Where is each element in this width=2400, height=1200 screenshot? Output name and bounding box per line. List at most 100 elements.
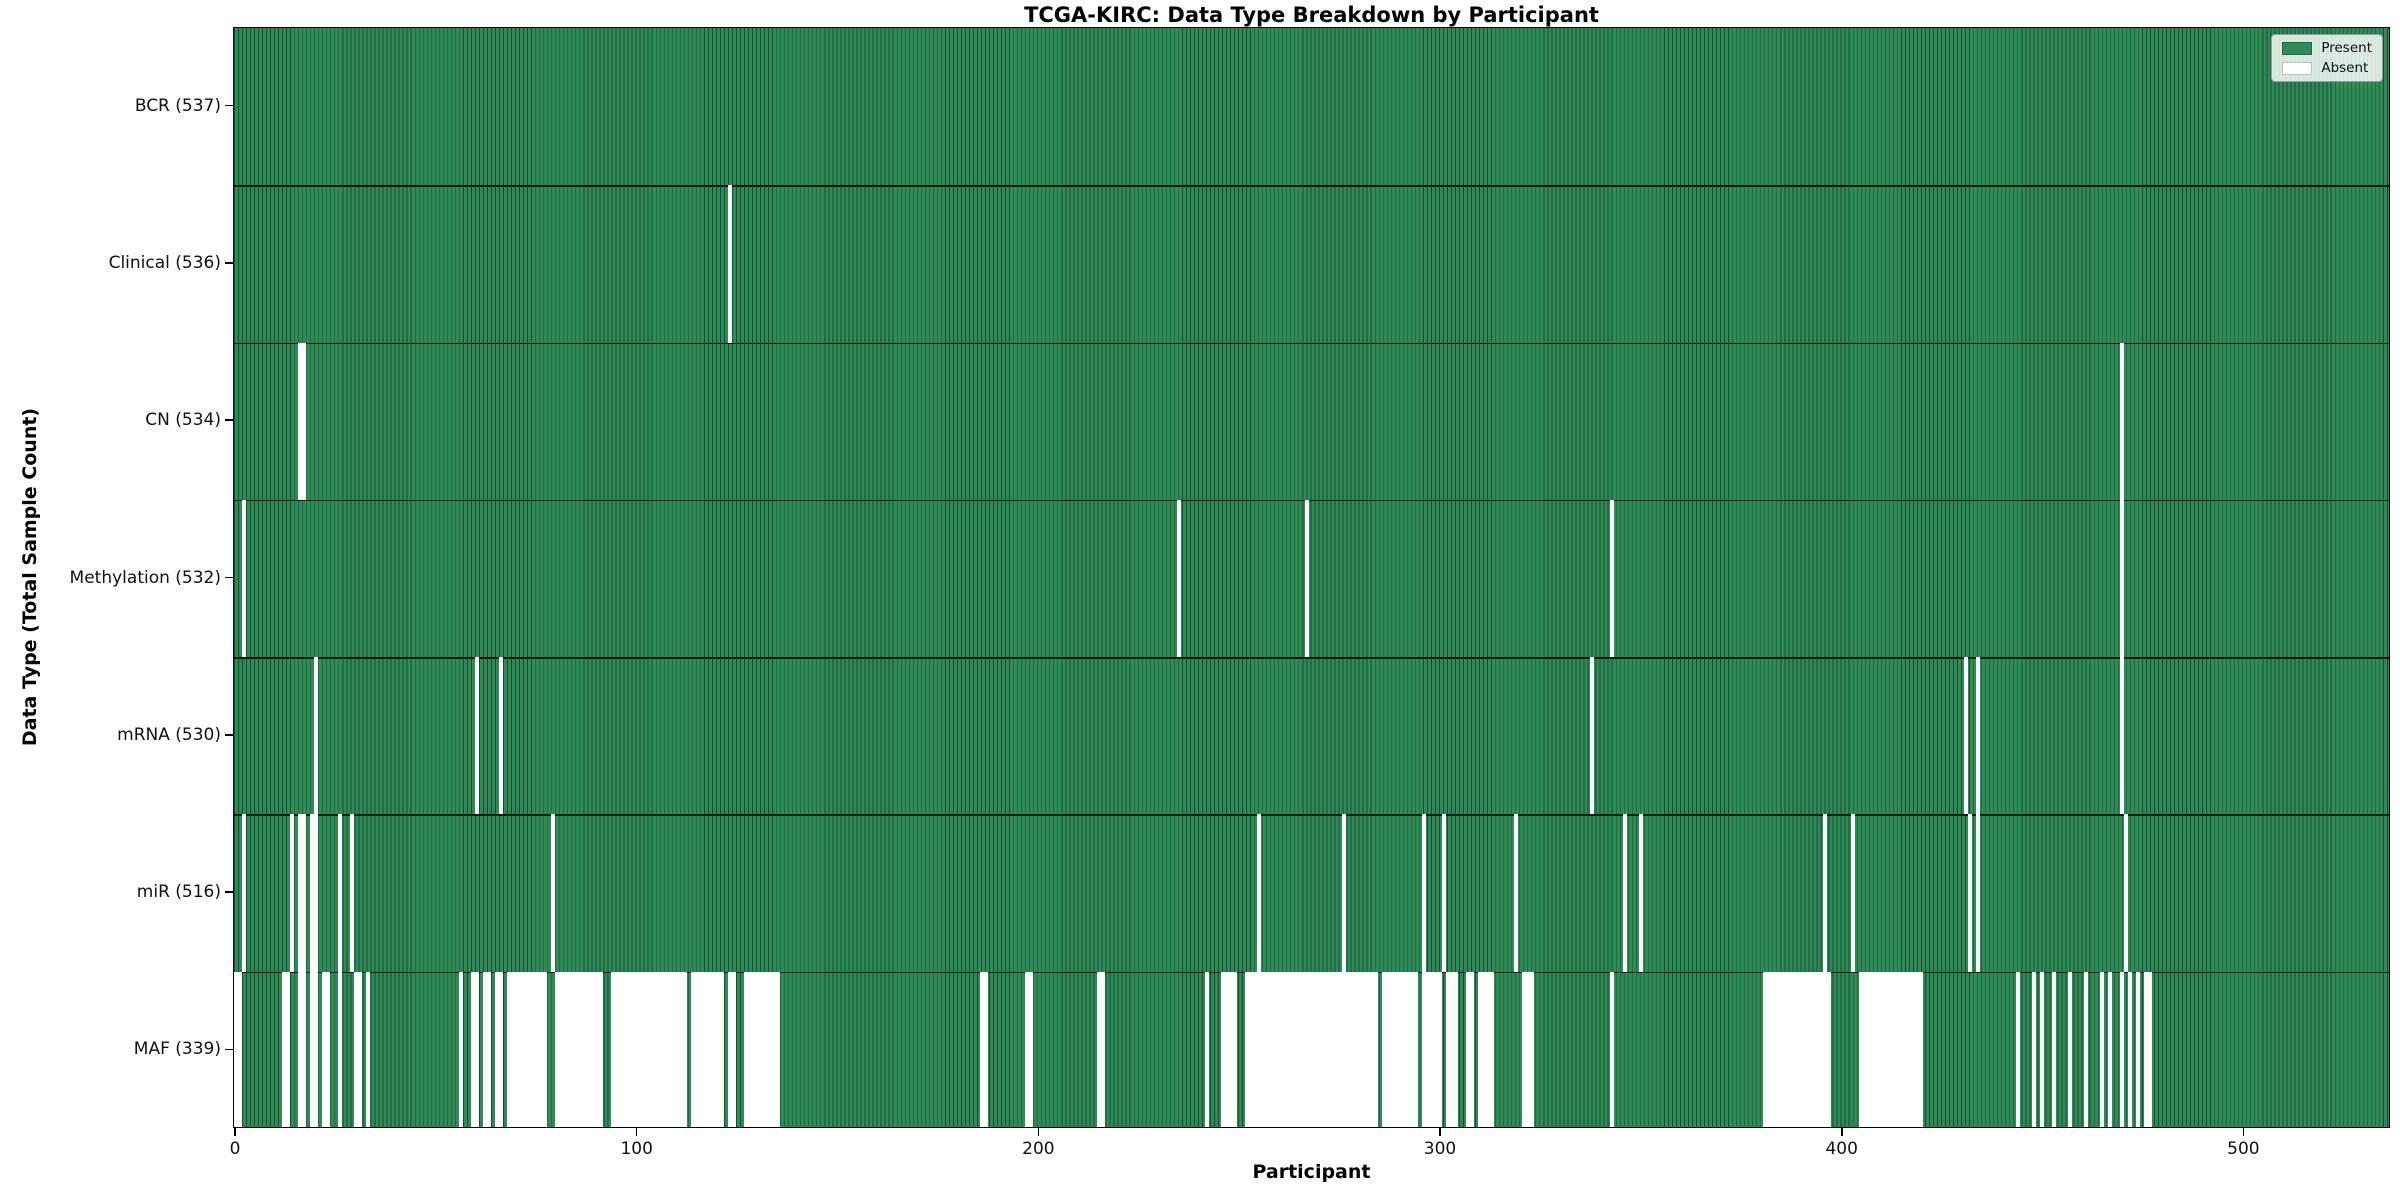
legend-label-absent: Absent — [2321, 60, 2369, 76]
absent-stripe — [1441, 814, 1446, 972]
x-tick-mark — [1840, 1128, 1843, 1136]
x-tick-mark — [635, 1128, 638, 1136]
absent-stripe — [494, 971, 503, 1127]
x-tick-label: 100 — [620, 1139, 653, 1159]
y-tick-label: Methylation (532) — [69, 567, 221, 588]
absent-stripe — [1851, 814, 1856, 972]
absent-stripe — [2051, 971, 2056, 1127]
absent-stripe — [506, 971, 547, 1127]
row-separator — [234, 814, 2389, 816]
absent-stripe — [1975, 814, 1980, 972]
y-tick-mark — [225, 104, 233, 107]
x-axis-label: Participant — [1252, 1161, 1371, 1183]
y-tick-mark — [225, 262, 233, 264]
absent-stripe — [350, 814, 355, 972]
absent-stripe — [1221, 971, 1238, 1127]
x-tick-mark — [1037, 1128, 1040, 1136]
absent-stripe — [611, 971, 688, 1127]
absent-stripe — [1381, 971, 1418, 1127]
absent-stripe — [2031, 971, 2036, 1127]
absent-stripe — [310, 814, 319, 972]
absent-stripe — [1610, 499, 1615, 658]
absent-stripe — [551, 814, 556, 972]
absent-stripe — [282, 971, 291, 1127]
y-tick-mark — [225, 891, 233, 893]
absent-stripe — [2108, 971, 2113, 1127]
y-tick-mark — [225, 1048, 233, 1051]
absent-stripe — [242, 499, 247, 658]
x-tick-label: 0 — [229, 1139, 241, 1159]
absent-stripe — [338, 971, 343, 1127]
absent-stripe — [1963, 657, 1968, 815]
absent-stripe — [2015, 971, 2020, 1127]
absent-stripe — [1975, 657, 1980, 815]
absent-stripe — [2120, 971, 2125, 1127]
absent-stripe — [458, 971, 463, 1127]
absent-stripe — [2128, 971, 2133, 1127]
legend-swatch-present — [2282, 41, 2313, 55]
absent-stripe — [1823, 814, 1828, 972]
absent-stripe — [1638, 814, 1643, 972]
absent-stripe — [1967, 814, 1972, 972]
x-tick-label: 300 — [1423, 1139, 1457, 1159]
absent-stripe — [1421, 814, 1426, 972]
absent-stripe — [1514, 814, 1519, 972]
absent-stripe — [474, 657, 479, 815]
absent-stripe — [298, 971, 307, 1127]
absent-stripe — [290, 814, 295, 972]
x-tick-label: 200 — [1022, 1139, 1055, 1159]
absent-stripe — [691, 971, 724, 1127]
y-tick-label: BCR (537) — [134, 95, 221, 116]
x-tick-label: 400 — [1825, 1139, 1858, 1159]
row-separator — [234, 342, 2389, 344]
absent-stripe — [727, 971, 736, 1127]
absent-stripe — [482, 971, 491, 1127]
absent-stripe — [310, 971, 319, 1127]
y-tick-label: Clinical (536) — [108, 252, 221, 273]
absent-stripe — [1305, 499, 1310, 658]
legend-swatch-absent — [2282, 61, 2313, 75]
absent-stripe — [242, 814, 247, 972]
absent-stripe — [1590, 657, 1595, 815]
absent-stripe — [1024, 971, 1033, 1127]
legend-label-present: Present — [2321, 40, 2372, 56]
chart-title: TCGA-KIRC: Data Type Breakdown by Partic… — [1024, 3, 1599, 27]
x-tick-mark — [2242, 1128, 2245, 1136]
absent-stripe — [354, 971, 363, 1127]
absent-stripe — [1177, 499, 1182, 658]
absent-stripe — [727, 185, 732, 343]
absent-stripe — [298, 342, 307, 500]
absent-stripe — [1245, 971, 1378, 1127]
y-tick-mark — [225, 419, 233, 421]
absent-stripe — [2120, 657, 2125, 815]
absent-stripe — [498, 657, 503, 815]
absent-stripe — [2144, 971, 2153, 1127]
y-tick-label: miR (516) — [136, 882, 221, 903]
absent-stripe — [1859, 971, 1924, 1127]
absent-stripe — [2120, 499, 2125, 658]
absent-stripe — [1421, 971, 1442, 1127]
row-separator — [234, 657, 2389, 659]
absent-stripe — [1762, 971, 1832, 1127]
x-tick-mark — [1439, 1128, 1441, 1136]
row-separator — [234, 185, 2389, 187]
legend-item-present: Present — [2282, 41, 2372, 55]
absent-stripe — [1478, 971, 1495, 1127]
y-tick-label: MAF (339) — [133, 1039, 221, 1060]
absent-stripe — [1466, 971, 1475, 1127]
absent-stripe — [1445, 971, 1458, 1127]
absent-stripe — [2136, 971, 2141, 1127]
absent-stripe — [322, 971, 331, 1127]
absent-stripe — [1096, 971, 1105, 1127]
absent-stripe — [2124, 814, 2129, 972]
absent-stripe — [1341, 814, 1346, 972]
absent-stripe — [470, 971, 479, 1127]
absent-stripe — [1257, 814, 1262, 972]
absent-stripe — [1622, 814, 1627, 972]
absent-stripe — [1610, 971, 1615, 1127]
absent-stripe — [234, 971, 243, 1127]
absent-stripe — [2084, 971, 2088, 1127]
absent-stripe — [298, 814, 307, 972]
x-tick-label: 500 — [2227, 1139, 2260, 1159]
